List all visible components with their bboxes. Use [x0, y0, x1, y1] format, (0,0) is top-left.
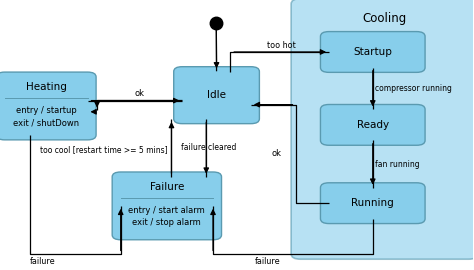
Text: ok: ok	[272, 149, 282, 158]
FancyBboxPatch shape	[320, 104, 425, 145]
Text: compressor running: compressor running	[375, 84, 452, 93]
Text: Idle: Idle	[207, 90, 226, 100]
Text: Failure: Failure	[150, 182, 184, 192]
Text: entry / start alarm
exit / stop alarm: entry / start alarm exit / stop alarm	[128, 205, 205, 227]
FancyBboxPatch shape	[173, 67, 259, 124]
Text: failure cleared: failure cleared	[181, 143, 237, 152]
FancyBboxPatch shape	[320, 32, 425, 72]
Text: Running: Running	[351, 198, 394, 208]
Text: entry / startup
exit / shutDown: entry / startup exit / shutDown	[13, 106, 79, 127]
Text: fan running: fan running	[375, 160, 420, 168]
Text: too cool [restart time >= 5 mins]: too cool [restart time >= 5 mins]	[40, 145, 168, 154]
FancyBboxPatch shape	[291, 0, 474, 259]
FancyBboxPatch shape	[0, 72, 96, 140]
Text: Cooling: Cooling	[363, 12, 407, 25]
Text: ok: ok	[135, 89, 145, 98]
Text: Ready: Ready	[357, 120, 389, 130]
Text: Heating: Heating	[26, 82, 66, 92]
Text: failure: failure	[255, 257, 280, 266]
FancyBboxPatch shape	[112, 172, 221, 240]
FancyBboxPatch shape	[320, 183, 425, 224]
Text: failure: failure	[30, 257, 55, 266]
Text: Startup: Startup	[353, 47, 392, 57]
Text: too hot: too hot	[267, 41, 296, 50]
